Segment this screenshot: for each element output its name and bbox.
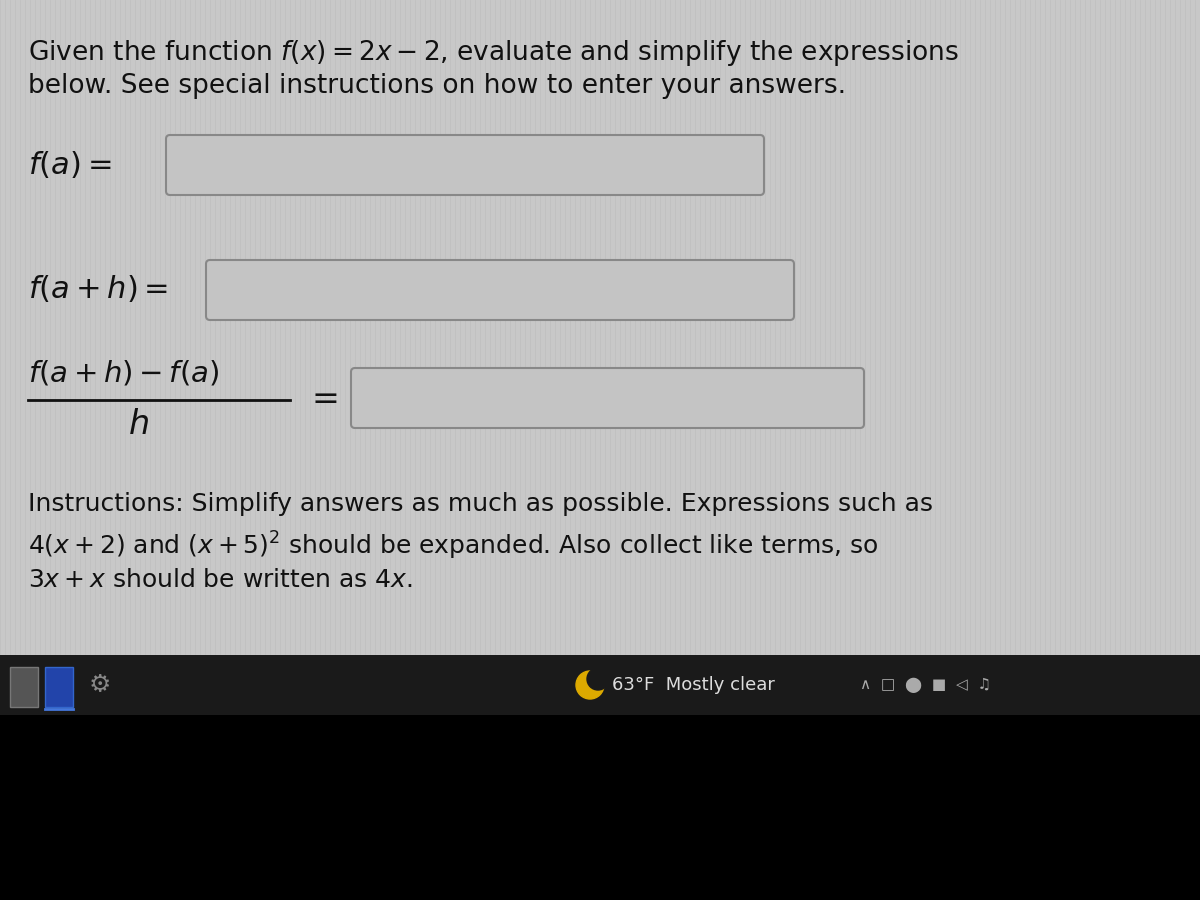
Text: $4(x + 2)$ and $(x + 5)^2$ should be expanded. Also collect like terms, so: $4(x + 2)$ and $(x + 5)^2$ should be exp…	[28, 530, 878, 562]
FancyBboxPatch shape	[166, 135, 764, 195]
Text: 63°F  Mostly clear: 63°F Mostly clear	[612, 676, 775, 694]
Text: $f(a) =$: $f(a) =$	[28, 149, 112, 181]
Circle shape	[576, 671, 604, 699]
Bar	[0, 0, 1200, 655]
Bar	[46, 667, 73, 707]
Text: Instructions: Simplify answers as much as possible. Expressions such as: Instructions: Simplify answers as much a…	[28, 492, 934, 516]
FancyBboxPatch shape	[206, 260, 794, 320]
Text: below. See special instructions on how to enter your answers.: below. See special instructions on how t…	[28, 73, 846, 99]
Text: Given the function $f(x) = 2x - 2$, evaluate and simplify the expressions: Given the function $f(x) = 2x - 2$, eval…	[28, 38, 959, 68]
Text: ∧  □  ⬤  ■  ◁  ♫: ∧ □ ⬤ ■ ◁ ♫	[860, 678, 991, 693]
Text: $=$: $=$	[305, 382, 338, 414]
Circle shape	[587, 668, 610, 690]
Text: $f(a+h) =$: $f(a+h) =$	[28, 274, 168, 305]
Text: $f(a+h) - f(a)$: $f(a+h) - f(a)$	[28, 358, 220, 388]
Text: $3x + x$ should be written as $4x$.: $3x + x$ should be written as $4x$.	[28, 568, 413, 592]
Bar	[10, 667, 38, 707]
Text: $h$: $h$	[128, 409, 149, 441]
FancyBboxPatch shape	[352, 368, 864, 428]
Bar	[0, 655, 1200, 715]
Text: ⚙: ⚙	[89, 673, 112, 697]
